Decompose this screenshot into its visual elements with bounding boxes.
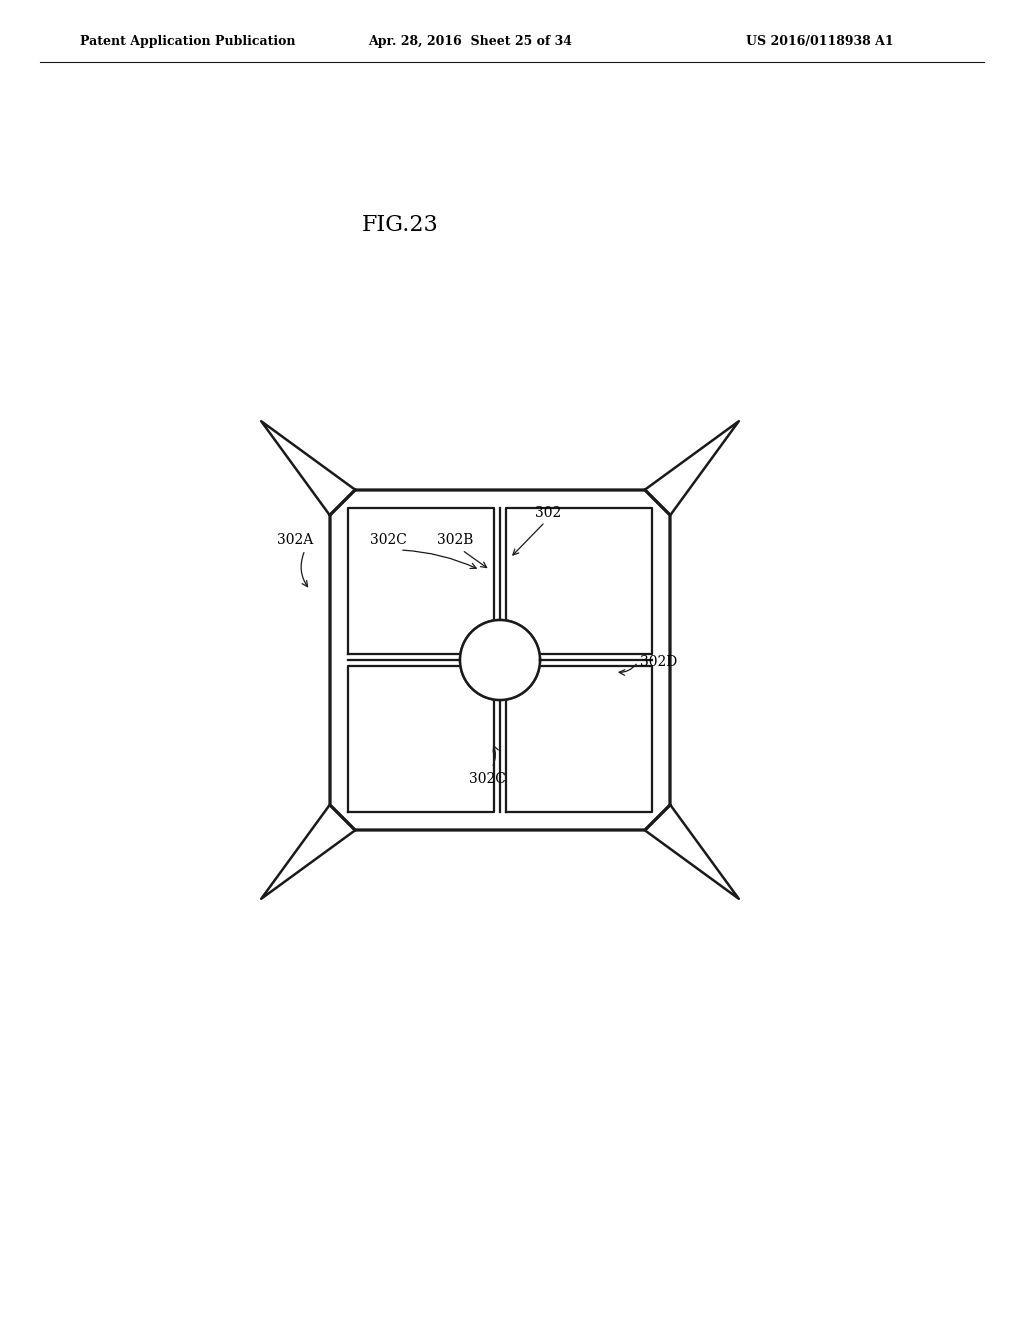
Text: 302: 302 bbox=[535, 506, 561, 520]
Text: US 2016/0118938 A1: US 2016/0118938 A1 bbox=[746, 36, 894, 49]
Text: 302B: 302B bbox=[437, 533, 473, 546]
Text: 302D: 302D bbox=[640, 655, 677, 669]
Circle shape bbox=[460, 620, 540, 700]
Text: FIG.23: FIG.23 bbox=[361, 214, 438, 236]
Text: 302C: 302C bbox=[370, 533, 407, 546]
Text: 302C: 302C bbox=[469, 772, 506, 785]
Text: Apr. 28, 2016  Sheet 25 of 34: Apr. 28, 2016 Sheet 25 of 34 bbox=[368, 36, 572, 49]
Text: Patent Application Publication: Patent Application Publication bbox=[80, 36, 296, 49]
Text: 302A: 302A bbox=[276, 533, 313, 546]
